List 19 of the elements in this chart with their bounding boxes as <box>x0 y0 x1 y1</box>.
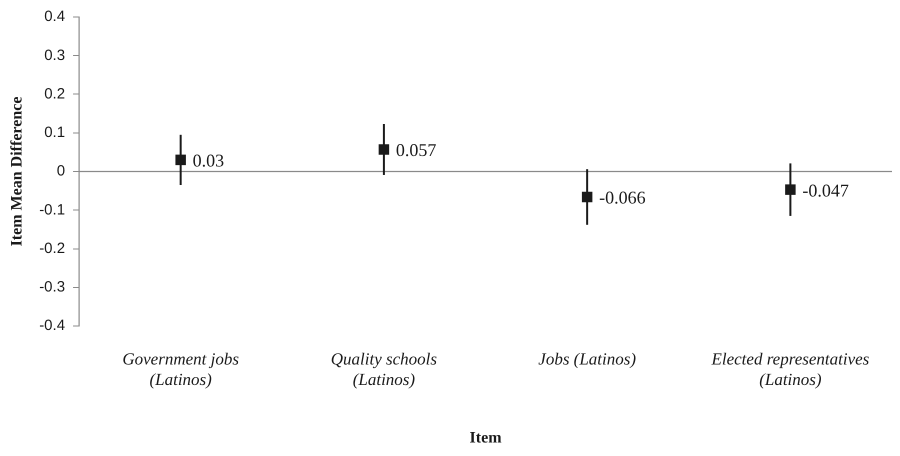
x-tick-label: Elected representatives (Latinos) <box>710 350 870 390</box>
y-tick-label: 0.4 <box>44 8 66 26</box>
x-axis-title: Item <box>470 430 502 447</box>
y-tick-label: -0.4 <box>39 317 66 334</box>
y-tick-label: -0.1 <box>39 201 66 218</box>
data-label: 0.03 <box>192 150 224 171</box>
data-label: 0.057 <box>396 140 436 160</box>
y-tick-label: 0.1 <box>44 124 66 142</box>
x-tick-label: Quality schools (Latinos) <box>330 350 438 390</box>
x-tick-label: Jobs (Latinos) <box>538 350 636 369</box>
y-tick-label: -0.2 <box>39 240 66 257</box>
y-tick-label: 0 <box>56 162 66 180</box>
x-tick-label: Government jobs (Latinos) <box>122 350 240 390</box>
y-tick-label: 0.3 <box>44 46 66 64</box>
data-label: -0.047 <box>802 180 849 200</box>
y-axis-title: Item Mean Difference <box>8 96 26 246</box>
y-tick-label: -0.3 <box>39 278 66 296</box>
data-label: -0.066 <box>599 188 646 208</box>
y-tick-label: 0.2 <box>44 85 66 102</box>
